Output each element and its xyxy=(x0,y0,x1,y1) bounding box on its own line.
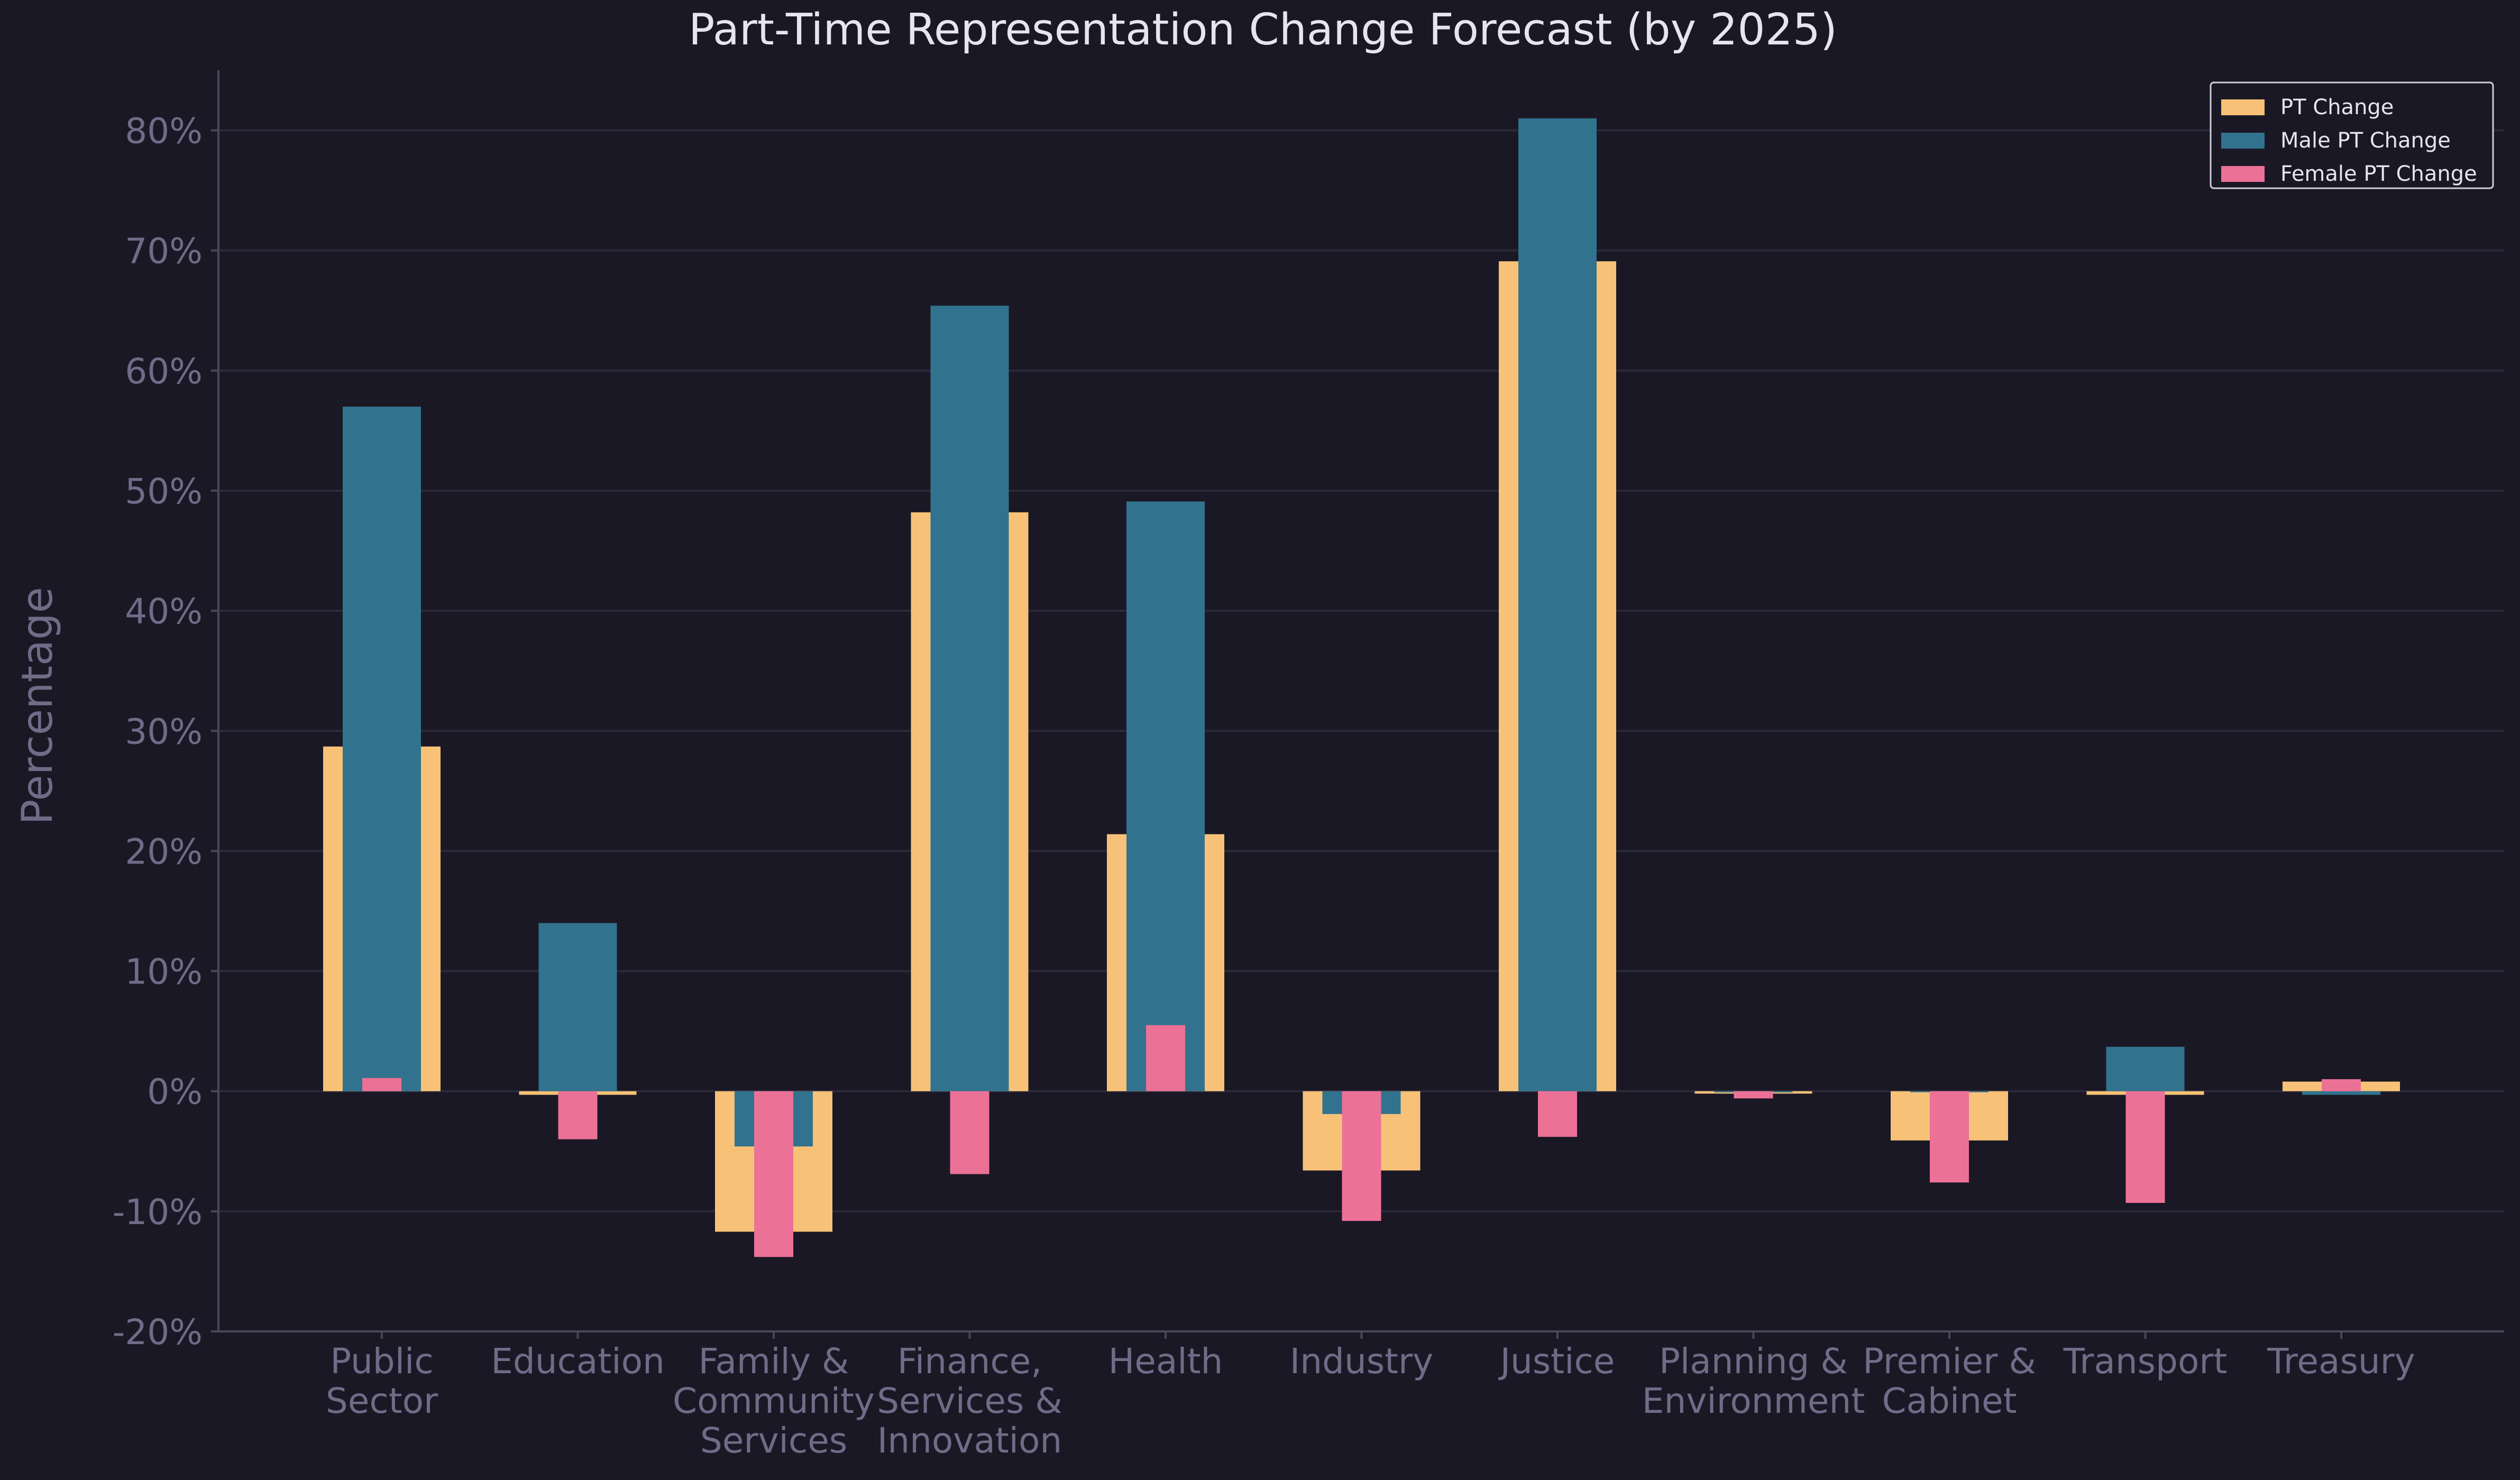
legend-label: Female PT Change xyxy=(2280,162,2477,186)
bars xyxy=(323,118,2400,1257)
female-pt-change-bar xyxy=(362,1078,401,1091)
female-pt-change-bar xyxy=(1146,1025,1185,1091)
y-tick-label: 40% xyxy=(125,591,203,632)
x-tick-label: Education xyxy=(491,1341,665,1382)
x-tick-label: Health xyxy=(1108,1341,1223,1382)
female-pt-change-bar xyxy=(1930,1091,1969,1183)
y-tick-label: 30% xyxy=(125,711,203,752)
x-tick-label: Environment xyxy=(1642,1381,1865,1421)
x-tick-label: Industry xyxy=(1290,1341,1433,1382)
legend-box xyxy=(2210,81,2494,189)
female-pt-change-bar xyxy=(558,1091,598,1139)
y-tick-label: -10% xyxy=(112,1192,203,1233)
chart-title: Part-Time Representation Change Forecast… xyxy=(689,5,1837,55)
male-pt-change-bar xyxy=(2106,1046,2185,1091)
legend-label: PT Change xyxy=(2280,95,2394,119)
x-tick-label: Services xyxy=(700,1420,847,1461)
x-tick-label: Treasury xyxy=(2267,1341,2415,1382)
female-pt-change-bar xyxy=(1342,1091,1381,1221)
y-tick-label: 80% xyxy=(125,111,203,152)
x-tick-label: Planning & xyxy=(1659,1341,1848,1382)
male-pt-change-bar xyxy=(1126,501,1205,1091)
y-tick-label: 60% xyxy=(125,351,203,392)
female-pt-change-bar xyxy=(754,1091,793,1257)
male-pt-change-bar xyxy=(930,306,1009,1091)
legend-swatch xyxy=(2221,166,2265,182)
x-tick-label: Community xyxy=(673,1381,875,1421)
y-axis-label: Percentage xyxy=(13,587,62,825)
female-pt-change-bar xyxy=(2322,1079,2361,1091)
x-tick-label: Family & xyxy=(699,1341,849,1382)
x-tick-label: Public xyxy=(330,1341,433,1382)
x-tick-label: Sector xyxy=(326,1381,438,1421)
y-tick-label: 70% xyxy=(125,231,203,272)
male-pt-change-bar xyxy=(1518,118,1597,1091)
x-tick-label: Justice xyxy=(1498,1341,1615,1382)
male-pt-change-bar xyxy=(2302,1091,2380,1095)
legend-swatch xyxy=(2221,133,2265,149)
legend-swatch xyxy=(2221,99,2265,115)
female-pt-change-bar xyxy=(950,1091,989,1174)
y-axis-ticks: -20% -10% 0% 10% 20% 30% 40% 50% 60% 70% 80% xyxy=(112,111,218,1353)
female-pt-change-bar xyxy=(1734,1091,1773,1099)
y-tick-label: 20% xyxy=(125,831,203,872)
female-pt-change-bar xyxy=(2125,1091,2165,1203)
x-tick-label: Innovation xyxy=(877,1420,1062,1461)
legend: PT Change Male PT Change Female PT Change xyxy=(2210,81,2494,189)
y-tick-label: -20% xyxy=(112,1312,203,1353)
x-tick-label: Cabinet xyxy=(1882,1381,2017,1421)
legend-label: Male PT Change xyxy=(2280,128,2451,153)
y-tick-label: 0% xyxy=(147,1072,203,1113)
x-tick-label: Finance, xyxy=(897,1341,1042,1382)
x-tick-label: Services & xyxy=(877,1381,1062,1421)
male-pt-change-bar xyxy=(538,923,617,1091)
x-tick-label: Premier & xyxy=(1863,1341,2036,1382)
y-tick-label: 50% xyxy=(125,471,203,512)
female-pt-change-bar xyxy=(1538,1091,1577,1137)
y-tick-label: 10% xyxy=(125,952,203,992)
x-tick-label: Transport xyxy=(2063,1341,2228,1382)
axes xyxy=(217,70,2504,1332)
male-pt-change-bar xyxy=(343,407,421,1091)
